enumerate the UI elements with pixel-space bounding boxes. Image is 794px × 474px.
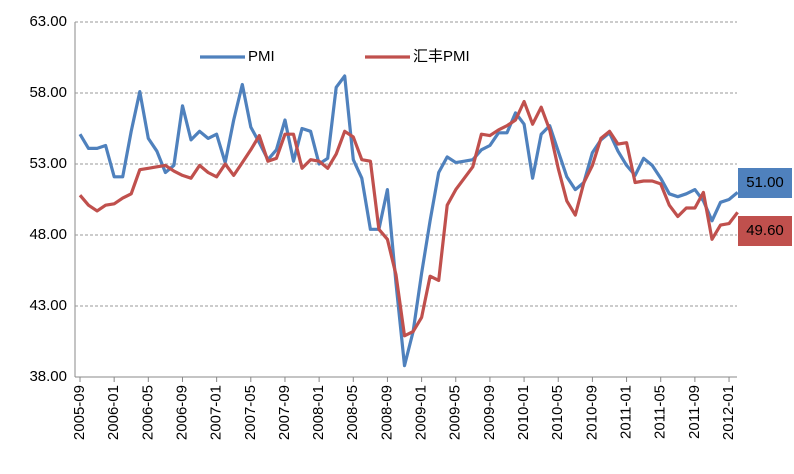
end-label: 49.60 (746, 222, 784, 239)
x-tick-label: 2008-01 (310, 385, 327, 440)
y-tick-label: 43.00 (29, 297, 67, 314)
x-tick-label: 2011-05 (652, 385, 669, 439)
legend-label: 汇丰PMI (413, 48, 470, 65)
x-tick-label: 2010-09 (583, 385, 600, 440)
x-tick-label: 2008-09 (378, 385, 395, 440)
legend-label: PMI (248, 48, 275, 65)
series-line (78, 99, 739, 338)
end-label-box (738, 216, 792, 246)
x-tick-label: 2009-01 (413, 385, 430, 440)
x-tick-label: 2011-01 (618, 385, 635, 439)
x-tick-label: 2007-09 (276, 385, 293, 440)
end-label-box (738, 168, 792, 198)
x-tick-label: 2008-05 (344, 385, 361, 440)
x-tick-label: 2010-05 (549, 385, 566, 440)
x-tick-label: 2006-01 (105, 385, 122, 440)
y-tick-label: 48.00 (29, 226, 67, 243)
x-tick-label: 2009-09 (481, 385, 498, 440)
end-label: 51.00 (746, 174, 784, 191)
x-tick-label: 2007-05 (242, 385, 259, 440)
y-tick-label: 53.00 (29, 155, 67, 172)
x-tick-label: 2007-01 (208, 385, 225, 440)
y-tick-label: 63.00 (29, 13, 67, 30)
x-tick-label: 2012-01 (720, 385, 737, 440)
x-tick-label: 2006-09 (173, 385, 190, 440)
x-tick-label: 2010-01 (515, 385, 532, 440)
x-tick-label: 2009-05 (447, 385, 464, 440)
y-tick-label: 58.00 (29, 84, 67, 101)
series-line (78, 74, 739, 368)
x-tick-label: 2011-09 (686, 385, 703, 439)
x-tick-label: 2005-09 (71, 385, 88, 440)
y-tick-label: 38.00 (29, 368, 67, 385)
x-tick-label: 2006-05 (139, 385, 156, 440)
